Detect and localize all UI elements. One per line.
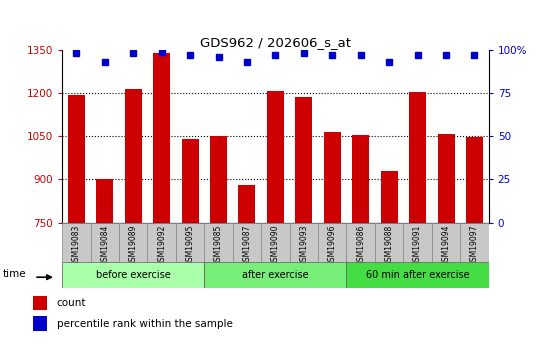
Bar	[153, 53, 170, 223]
Text: GSM19093: GSM19093	[299, 225, 308, 266]
Bar	[181, 139, 199, 223]
Bar	[318, 223, 347, 262]
Text: GSM19094: GSM19094	[442, 225, 450, 266]
Bar	[381, 171, 397, 223]
Text: GSM19083: GSM19083	[72, 225, 81, 266]
Text: 60 min after exercise: 60 min after exercise	[366, 270, 469, 280]
Text: GSM19085: GSM19085	[214, 225, 223, 266]
Bar	[409, 92, 426, 223]
Text: GSM19091: GSM19091	[413, 225, 422, 266]
Bar	[432, 223, 460, 262]
Title: GDS962 / 202606_s_at: GDS962 / 202606_s_at	[200, 36, 351, 49]
Bar	[347, 223, 375, 262]
Bar	[295, 98, 312, 223]
Bar	[125, 89, 141, 223]
Text: time: time	[3, 269, 27, 279]
Text: GSM19095: GSM19095	[186, 225, 194, 266]
Bar	[324, 132, 341, 223]
Bar	[437, 134, 455, 223]
Bar	[62, 223, 91, 262]
Bar	[33, 296, 47, 310]
Bar	[147, 223, 176, 262]
Bar	[210, 136, 227, 223]
Text: GSM19092: GSM19092	[157, 225, 166, 266]
Bar	[375, 223, 403, 262]
Bar	[347, 262, 489, 288]
Bar	[33, 316, 47, 331]
Text: GSM19084: GSM19084	[100, 225, 109, 266]
Bar	[289, 223, 318, 262]
Bar	[204, 223, 233, 262]
Bar	[239, 185, 255, 223]
Text: GSM19086: GSM19086	[356, 225, 365, 266]
Bar	[460, 223, 489, 262]
Text: GSM19087: GSM19087	[242, 225, 252, 266]
Text: percentile rank within the sample: percentile rank within the sample	[57, 319, 233, 329]
Bar	[204, 262, 347, 288]
Bar	[68, 95, 85, 223]
Bar	[466, 137, 483, 223]
Text: before exercise: before exercise	[96, 270, 171, 280]
Bar	[119, 223, 147, 262]
Bar	[352, 135, 369, 223]
Text: after exercise: after exercise	[242, 270, 309, 280]
Text: GSM19096: GSM19096	[328, 225, 337, 266]
Text: count: count	[57, 298, 86, 308]
Bar	[62, 262, 204, 288]
Bar	[261, 223, 289, 262]
Text: GSM19088: GSM19088	[384, 225, 394, 266]
Bar	[403, 223, 432, 262]
Text: GSM19090: GSM19090	[271, 225, 280, 266]
Bar	[96, 179, 113, 223]
Bar	[233, 223, 261, 262]
Bar	[267, 91, 284, 223]
Text: GSM19097: GSM19097	[470, 225, 479, 266]
Text: GSM19089: GSM19089	[129, 225, 138, 266]
Bar	[91, 223, 119, 262]
Bar	[176, 223, 204, 262]
